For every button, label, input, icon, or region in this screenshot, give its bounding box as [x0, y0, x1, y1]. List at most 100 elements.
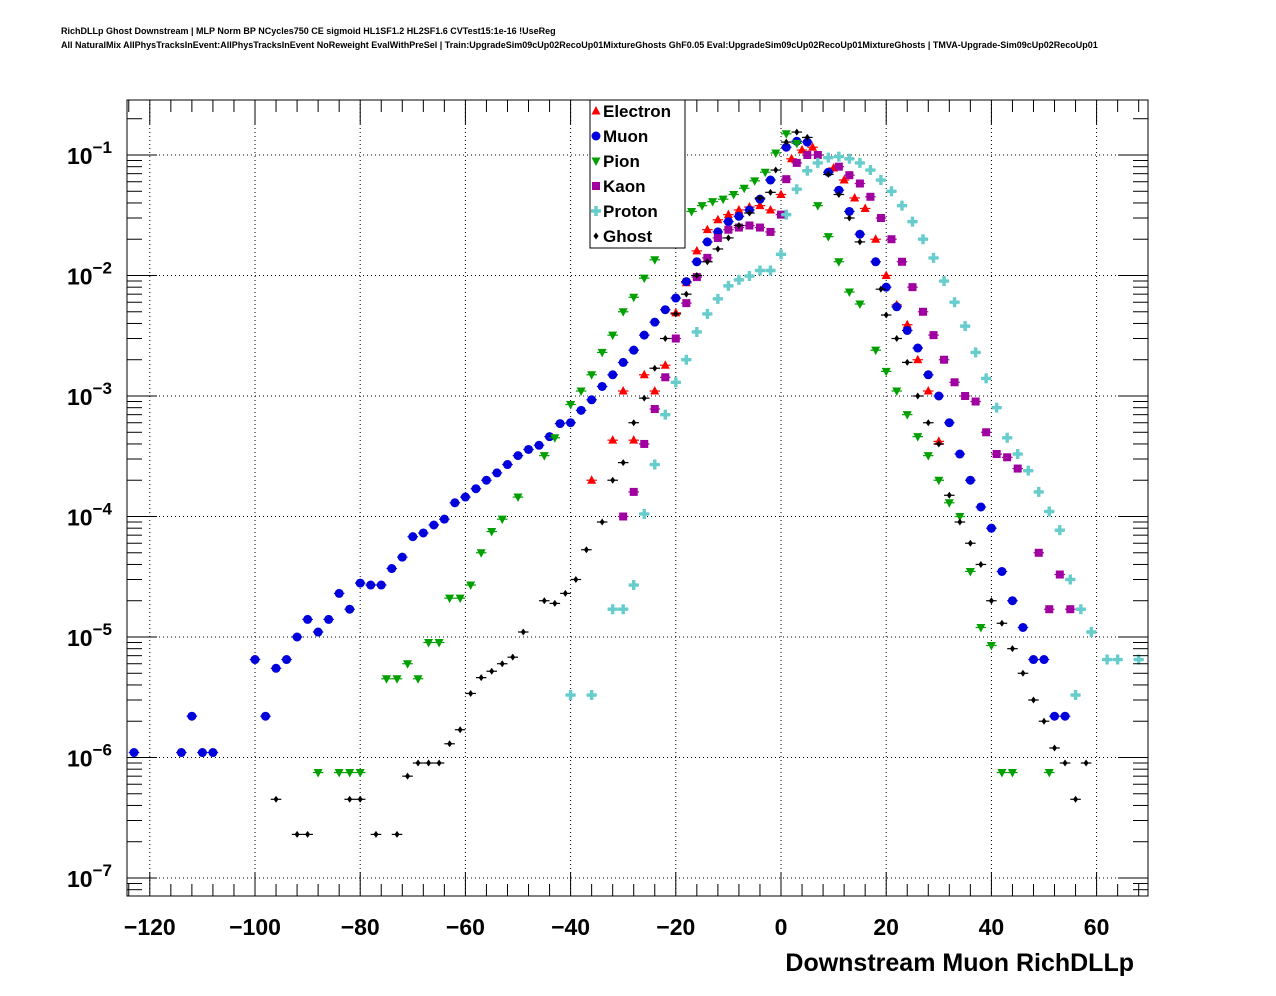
data-point — [628, 580, 639, 591]
data-point — [1055, 570, 1064, 579]
data-point — [429, 520, 439, 530]
data-point — [745, 221, 754, 230]
data-point — [1073, 795, 1079, 803]
data-point — [744, 271, 755, 282]
data-point — [397, 552, 407, 562]
data-point — [1102, 654, 1113, 665]
data-point — [445, 594, 455, 604]
data-point — [823, 233, 833, 242]
data-point — [955, 513, 965, 522]
data-point — [450, 498, 460, 508]
data-point — [883, 311, 889, 319]
legend-marker-kaon — [592, 182, 600, 190]
data-point — [608, 435, 618, 444]
data-point — [639, 274, 649, 284]
data-point — [846, 214, 852, 222]
data-point — [999, 619, 1005, 627]
data-point — [641, 394, 647, 402]
data-point — [639, 508, 650, 519]
data-point — [387, 564, 397, 574]
data-point — [608, 370, 618, 380]
data-point — [765, 204, 775, 214]
legend-label-proton: Proton — [603, 202, 658, 221]
y-tick-label: 10−7 — [67, 861, 112, 892]
data-point — [923, 370, 933, 380]
data-point — [915, 392, 921, 400]
data-point — [671, 293, 681, 303]
data-point — [1065, 574, 1076, 585]
data-point — [597, 381, 607, 391]
data-point — [1020, 669, 1026, 677]
data-point — [804, 133, 810, 141]
data-point — [887, 235, 896, 244]
data-point — [436, 759, 442, 767]
data-point — [892, 387, 902, 397]
data-point — [366, 580, 376, 590]
data-point — [950, 378, 959, 387]
data-point — [757, 194, 763, 202]
data-point — [754, 265, 765, 276]
data-point — [697, 202, 707, 211]
data-point — [894, 335, 900, 343]
data-point — [813, 151, 822, 159]
data-point — [833, 151, 844, 162]
data-point — [976, 502, 986, 512]
data-point — [988, 597, 994, 605]
data-point — [639, 330, 649, 340]
data-point — [1133, 654, 1144, 665]
data-point — [176, 748, 186, 758]
data-point — [844, 288, 854, 297]
data-point — [426, 759, 432, 767]
data-point — [1086, 627, 1097, 638]
series-electron — [586, 142, 945, 484]
x-tick-label: −20 — [656, 914, 695, 940]
data-point — [629, 435, 639, 444]
data-point — [650, 405, 659, 414]
x-tick-label: −120 — [124, 914, 176, 940]
data-point — [986, 642, 996, 651]
data-point — [292, 632, 302, 642]
data-marks — [128, 128, 1144, 838]
data-point — [629, 345, 639, 355]
data-point — [1060, 711, 1070, 721]
data-point — [776, 189, 786, 199]
data-point — [455, 594, 465, 604]
legend-box — [589, 99, 686, 249]
data-point — [902, 319, 912, 329]
data-point — [881, 367, 891, 377]
data-point — [834, 162, 843, 171]
data-point — [662, 335, 668, 343]
data-point — [965, 567, 975, 577]
data-point — [499, 660, 505, 668]
data-point — [1028, 655, 1038, 665]
data-point — [871, 257, 881, 267]
data-point — [357, 795, 363, 803]
data-point — [607, 604, 618, 615]
data-point — [466, 581, 476, 591]
data-point — [555, 419, 565, 429]
data-point — [936, 440, 942, 448]
data-point — [618, 604, 629, 615]
data-point — [324, 614, 334, 624]
data-point — [682, 299, 691, 308]
data-point — [1009, 645, 1015, 653]
data-point — [908, 283, 917, 292]
data-point — [1039, 655, 1049, 665]
data-point — [802, 165, 813, 176]
data-point — [334, 769, 344, 778]
data-point — [1030, 696, 1036, 704]
data-point — [871, 234, 881, 243]
data-point — [460, 492, 470, 502]
data-point — [949, 297, 960, 308]
data-point — [781, 130, 791, 139]
data-point — [708, 198, 718, 207]
data-point — [487, 528, 497, 537]
data-point — [513, 451, 523, 461]
data-point — [736, 221, 742, 229]
data-point — [476, 549, 486, 558]
data-point — [652, 364, 658, 372]
data-point — [660, 409, 671, 420]
x-tick-label: 20 — [873, 914, 899, 940]
x-tick-label: 0 — [775, 914, 788, 940]
